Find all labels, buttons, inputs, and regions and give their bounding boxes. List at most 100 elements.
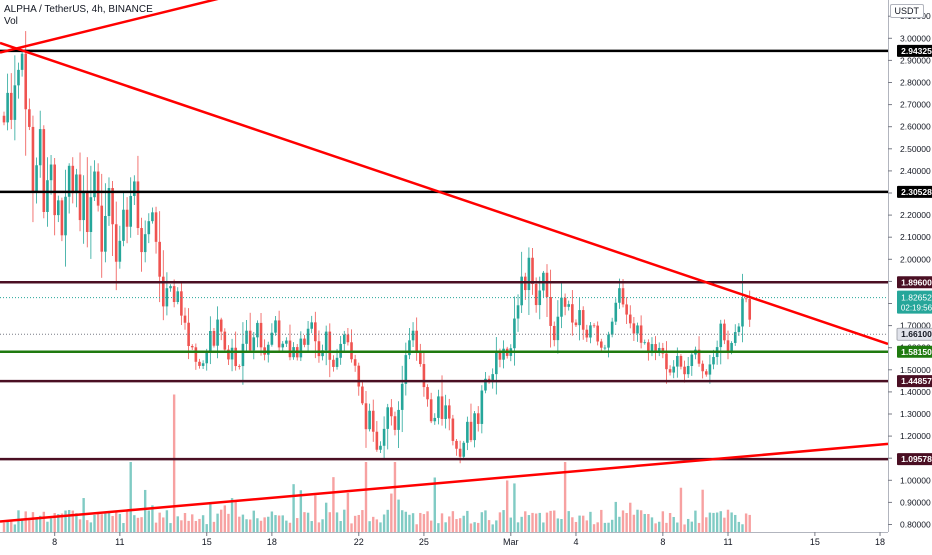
- candle: [614, 298, 618, 326]
- candle: [375, 421, 379, 452]
- candle: [324, 325, 328, 366]
- volume-bar: [726, 509, 730, 532]
- candle-body: [411, 330, 415, 341]
- candle: [60, 197, 64, 242]
- volume-bar: [335, 512, 339, 532]
- volume-bar: [621, 510, 625, 532]
- candle-body: [140, 228, 143, 253]
- volume-bar: [368, 521, 371, 532]
- volume-bar: [567, 511, 570, 532]
- candle-body: [531, 257, 534, 284]
- candle: [93, 160, 96, 201]
- candle-body: [266, 344, 270, 355]
- volume-bar: [303, 512, 306, 532]
- volume-bar: [697, 522, 701, 532]
- candle-body: [274, 320, 277, 333]
- candle: [741, 273, 744, 343]
- candle: [299, 331, 303, 362]
- volume-bar: [545, 512, 549, 532]
- candle: [49, 154, 53, 195]
- candle-body: [57, 200, 60, 216]
- volume-bar: [220, 509, 223, 532]
- x-tick-label: 11: [115, 537, 124, 547]
- candle-body: [426, 387, 429, 400]
- volume-bar: [433, 477, 436, 532]
- candle: [281, 341, 285, 351]
- candle: [556, 300, 560, 354]
- candle-body: [201, 363, 205, 366]
- candle: [252, 331, 256, 360]
- candle-body: [107, 188, 111, 216]
- plot-area: [0, 0, 888, 532]
- volume-bar: [509, 517, 512, 532]
- candle: [85, 157, 89, 248]
- level-price-label: 2.30528: [897, 185, 932, 198]
- candle: [20, 49, 24, 77]
- candle: [227, 345, 230, 366]
- candle: [245, 320, 248, 353]
- candle-body: [332, 359, 335, 367]
- candle-body: [136, 181, 140, 229]
- candle-body: [390, 407, 393, 417]
- volume-bar: [589, 511, 592, 532]
- candle: [238, 364, 241, 370]
- volume-bar: [238, 516, 241, 532]
- volume-bar: [299, 490, 303, 532]
- volume-bar: [737, 521, 741, 532]
- candle: [71, 157, 75, 204]
- candle: [408, 328, 411, 360]
- candle: [596, 321, 599, 346]
- volume-bar: [440, 513, 444, 532]
- volume-bar: [321, 519, 324, 532]
- volume-bar: [296, 518, 299, 532]
- candle-body: [133, 181, 136, 196]
- volume-bar: [353, 515, 357, 532]
- candle: [686, 356, 690, 378]
- candle-body: [712, 356, 715, 365]
- candle: [64, 169, 67, 267]
- candle-body: [408, 340, 411, 356]
- candle-body: [96, 171, 100, 206]
- level-price-label-bg: [897, 345, 932, 358]
- candle-body: [161, 276, 165, 307]
- volume-bar: [24, 511, 27, 532]
- candle-body: [672, 366, 675, 373]
- volume-bar: [639, 510, 643, 532]
- volume-bar: [172, 394, 176, 532]
- volume-bar: [288, 522, 292, 532]
- volume-bar: [495, 520, 498, 532]
- candle-body: [538, 290, 542, 306]
- candle-body: [730, 342, 733, 352]
- candle: [393, 411, 397, 436]
- candle-body: [38, 129, 42, 166]
- volume-bar: [53, 513, 56, 532]
- candle: [600, 338, 603, 352]
- candle: [201, 360, 205, 370]
- currency-badge[interactable]: USDT: [889, 4, 924, 18]
- reference-price-tag: 1.66100: [896, 327, 932, 341]
- candle-body: [321, 350, 324, 357]
- candle-body: [223, 331, 227, 350]
- candle: [426, 384, 429, 407]
- volume-bar: [122, 523, 125, 532]
- volume-bar: [708, 512, 712, 532]
- volume-bar: [310, 521, 313, 532]
- candle: [719, 319, 723, 365]
- candle-body: [708, 364, 712, 375]
- volume-bar: [343, 509, 346, 532]
- y-tick-label: 0.80000: [900, 520, 931, 530]
- candle: [133, 175, 136, 205]
- candle-body: [205, 352, 209, 364]
- volume-bar: [382, 514, 386, 532]
- volume-bar: [560, 519, 563, 532]
- volume-bar: [49, 518, 53, 532]
- volume-bar: [411, 513, 415, 532]
- volume-bar: [89, 522, 93, 532]
- volume-bar: [719, 511, 722, 532]
- candle-body: [484, 378, 487, 391]
- candle-body: [574, 322, 578, 326]
- candle-body: [256, 322, 259, 338]
- volume-bar: [672, 517, 675, 532]
- volume-bar: [694, 510, 697, 532]
- candle-body: [6, 92, 9, 123]
